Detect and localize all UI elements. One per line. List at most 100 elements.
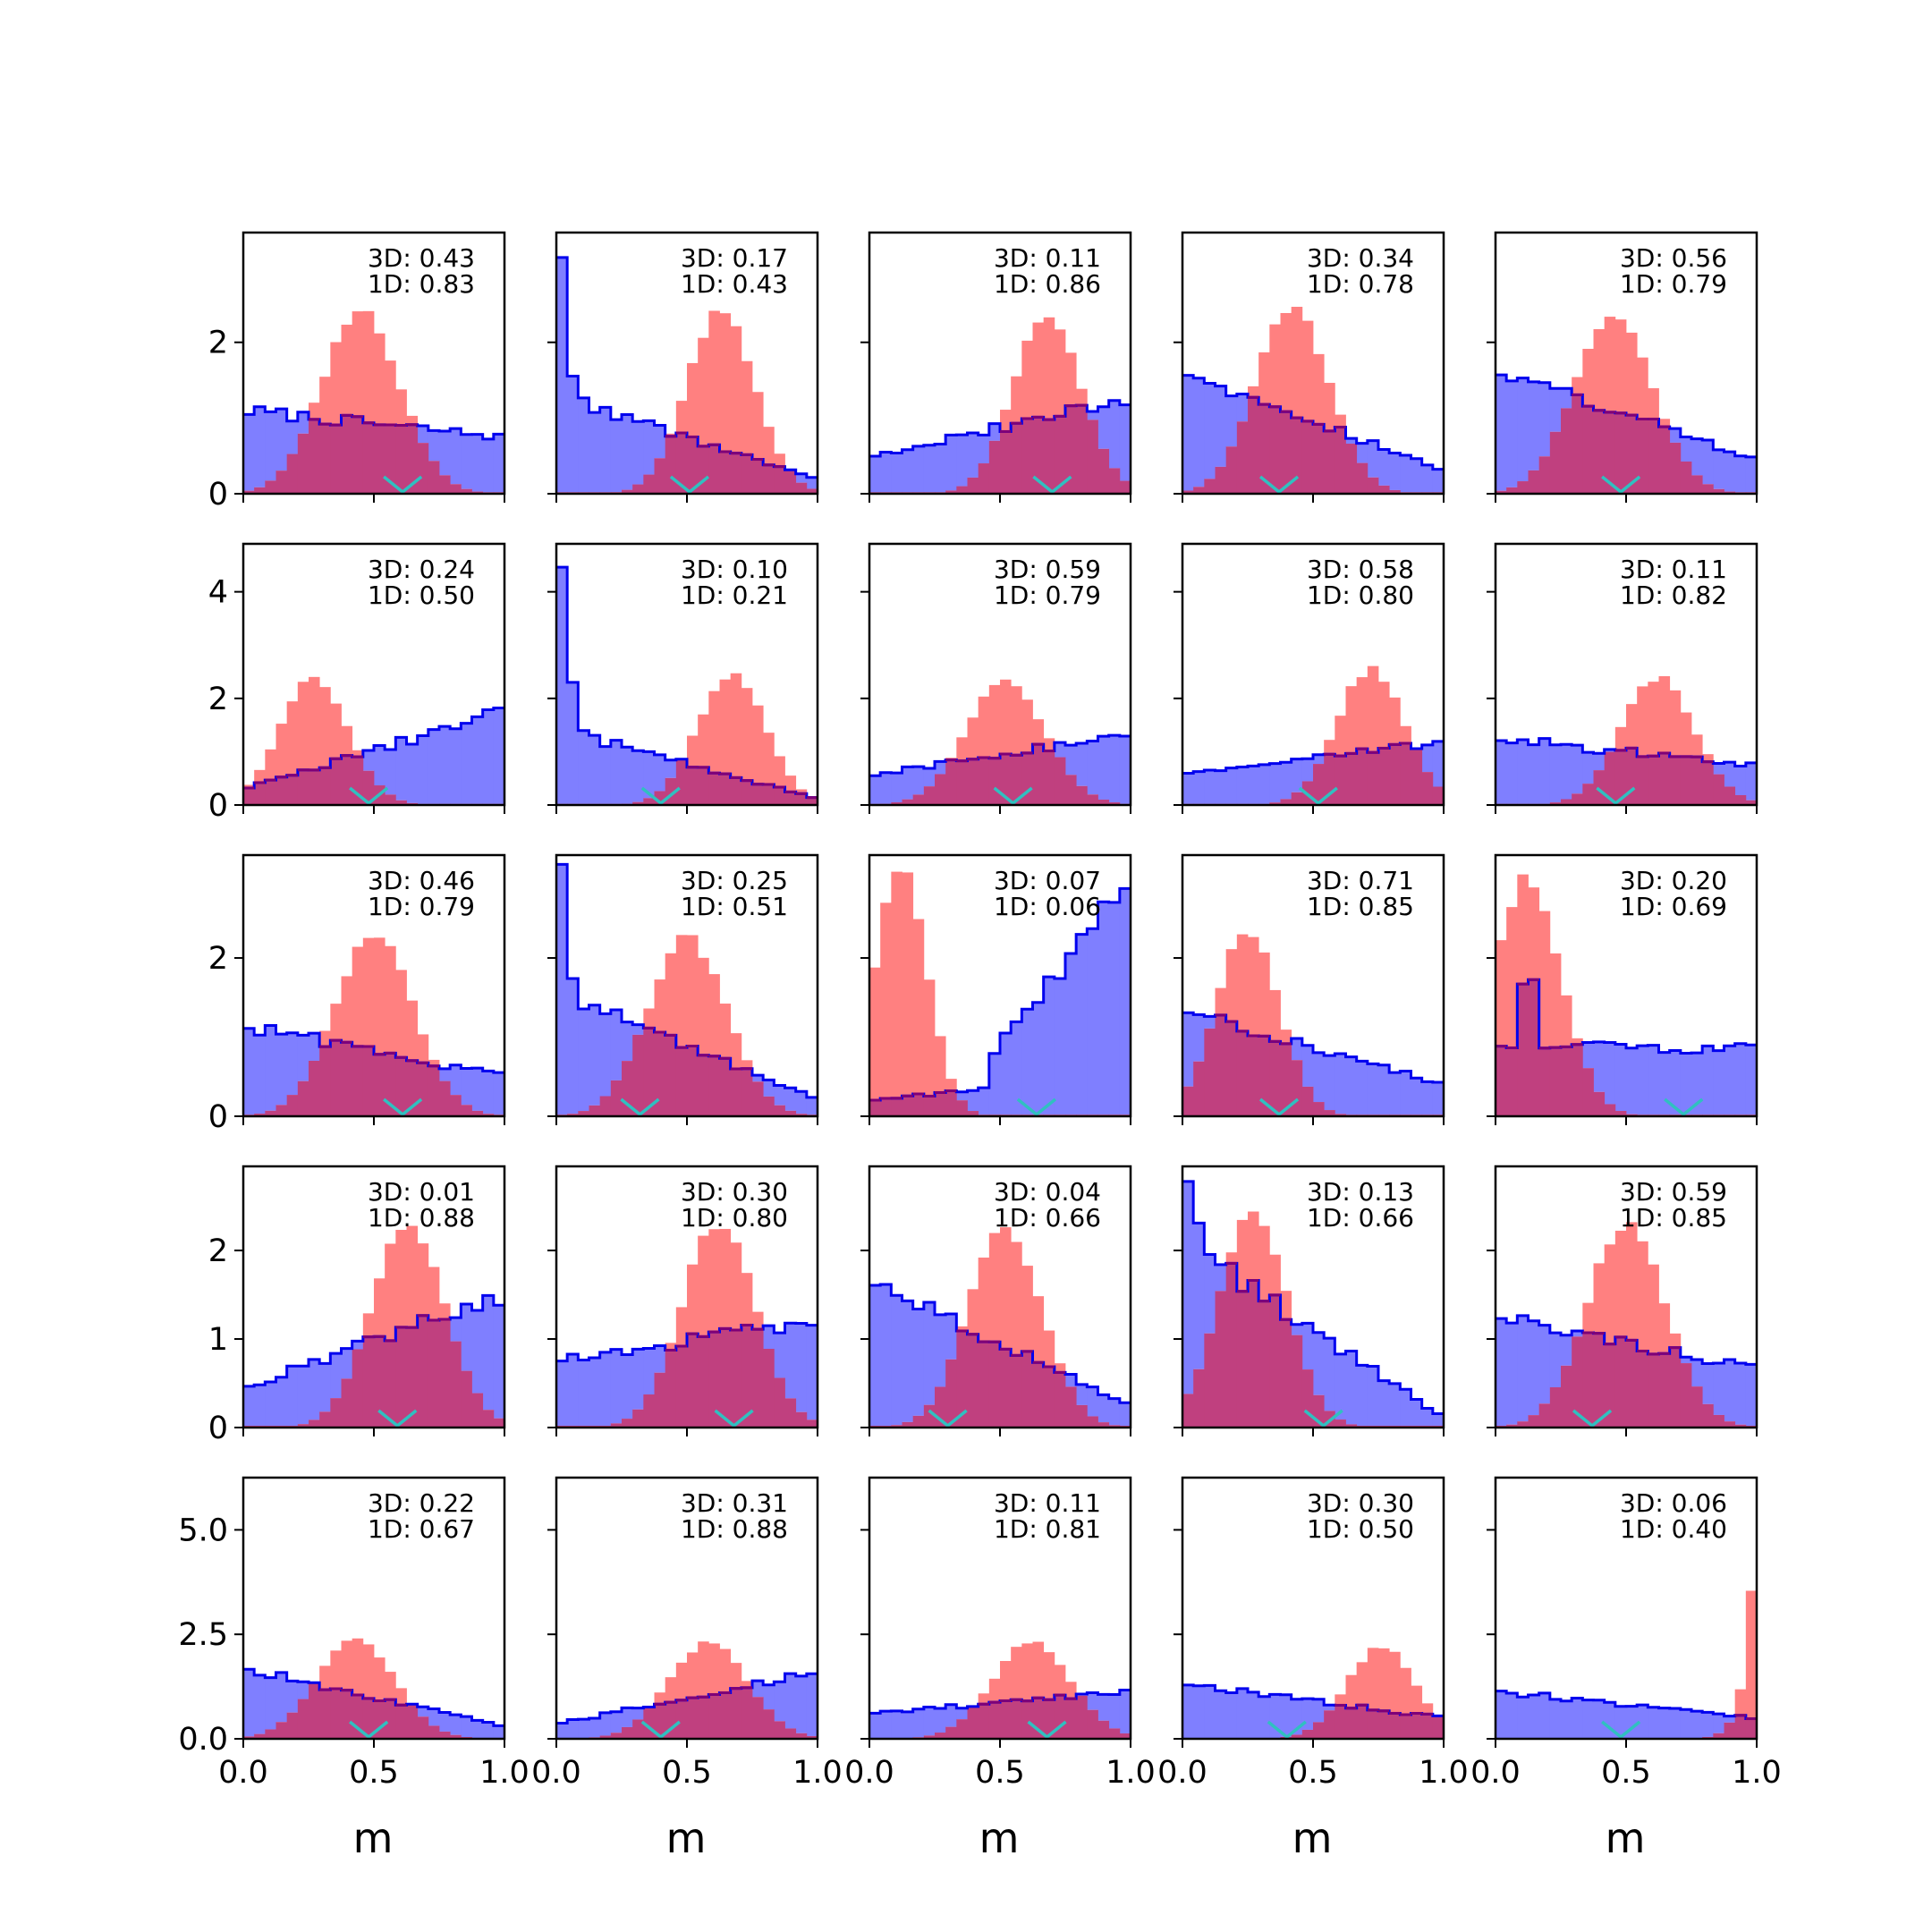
red-bar xyxy=(1356,677,1368,750)
overlap-bar xyxy=(330,425,342,494)
blue-bar xyxy=(265,1382,276,1427)
overlap-bar xyxy=(1108,802,1121,805)
blue-bar xyxy=(1637,1046,1648,1115)
blue-step-line xyxy=(243,1024,504,1074)
red-bar xyxy=(341,1640,353,1690)
blue-bar xyxy=(880,772,892,804)
value-marker xyxy=(1027,1720,1067,1740)
overlap-bar xyxy=(1324,430,1335,494)
red-bar xyxy=(967,717,979,759)
overlap-bar xyxy=(341,1690,353,1739)
x-tick-label: 0.0 xyxy=(844,1755,894,1791)
blue-bar xyxy=(956,1707,968,1720)
overlap-bar xyxy=(374,1054,386,1116)
blue-bar xyxy=(567,376,579,493)
overlap-bar xyxy=(1043,1367,1055,1428)
overlap-bar xyxy=(385,424,396,494)
x-tick-label: 0.5 xyxy=(1288,1755,1338,1791)
overlap-bar xyxy=(741,780,753,805)
red-bar xyxy=(719,313,732,452)
red-bar xyxy=(1225,1252,1238,1264)
overlap-bar xyxy=(675,1346,688,1428)
red-bar xyxy=(902,872,914,1097)
value-marker xyxy=(620,1097,660,1117)
blue-bar xyxy=(556,257,568,493)
blue-bar xyxy=(632,750,644,802)
blue-bar xyxy=(869,456,881,493)
overlap-bar xyxy=(1032,417,1045,494)
overlap-bar xyxy=(450,1341,462,1428)
overlap-bar xyxy=(1724,786,1736,805)
blue-bar xyxy=(1713,1714,1724,1733)
blue-bar xyxy=(806,1325,818,1420)
overlap-bar xyxy=(923,786,936,805)
overlap-bar xyxy=(741,1687,753,1739)
blue-bar xyxy=(1724,1046,1736,1115)
overlap-bar xyxy=(643,798,655,805)
overlap-bar xyxy=(362,1336,375,1428)
value-marker xyxy=(349,1720,389,1740)
overlap-bar xyxy=(1204,1028,1216,1116)
blue-bar xyxy=(461,723,472,804)
y-tick-label: 2 xyxy=(208,1233,228,1269)
blue-bar xyxy=(1076,1384,1088,1405)
overlap-bar xyxy=(1411,1713,1423,1739)
blue-bar xyxy=(1215,386,1227,467)
overlap-bar xyxy=(687,1698,699,1739)
overlap-bar xyxy=(1421,772,1434,805)
blue-bar xyxy=(471,1310,484,1394)
red-bar xyxy=(417,1243,429,1316)
overlap-bar xyxy=(967,1334,979,1428)
blue-bar xyxy=(1538,1692,1551,1739)
x-axis-label-col-1: m xyxy=(353,1814,394,1862)
blue-bar xyxy=(428,1708,440,1726)
red-bar xyxy=(1637,686,1648,757)
red-bar xyxy=(330,703,342,759)
y-tick-label: 1 xyxy=(208,1322,228,1358)
blue-bar xyxy=(309,1033,320,1061)
y-tick-label: 4 xyxy=(208,575,228,611)
blue-bar xyxy=(1291,1324,1303,1335)
overlap-bar xyxy=(1097,1720,1110,1739)
overlap-bar xyxy=(945,1090,957,1116)
red-bar xyxy=(1011,686,1022,756)
red-bar xyxy=(752,705,764,784)
red-bar xyxy=(352,946,364,1046)
overlap-bar xyxy=(1236,1030,1249,1116)
red-bar xyxy=(275,724,288,777)
overlap-bar xyxy=(1561,408,1572,494)
red-bar xyxy=(352,750,364,758)
red-bar xyxy=(1658,419,1671,428)
blue-bar xyxy=(450,1064,462,1096)
overlap-bar xyxy=(610,1423,623,1428)
blue-bar xyxy=(1400,1389,1411,1427)
blue-bar xyxy=(1561,744,1572,800)
blue-bar xyxy=(1248,1691,1259,1739)
overlap-bar xyxy=(774,1721,785,1739)
blue-bar xyxy=(945,435,957,491)
blue-bar xyxy=(1528,744,1540,804)
overlap-bar xyxy=(1604,751,1616,805)
red-bar xyxy=(1378,682,1390,749)
label-3d: 3D: 0.43 xyxy=(368,243,475,273)
overlap-bar xyxy=(1065,405,1077,494)
overlap-bar xyxy=(610,1733,623,1739)
red-bar xyxy=(708,1229,720,1333)
blue-step-line xyxy=(1496,1690,1757,1721)
label-3d: 3D: 0.24 xyxy=(368,555,475,584)
blue-bar xyxy=(1065,745,1077,775)
red-bar xyxy=(719,679,732,775)
red-bar xyxy=(730,673,742,778)
blue-bar xyxy=(493,708,505,804)
overlap-bar xyxy=(1108,1728,1121,1739)
red-bar xyxy=(1745,1590,1758,1719)
y-tick-label: 0.0 xyxy=(178,1722,228,1758)
label-3d: 3D: 0.25 xyxy=(681,866,788,895)
label-3d: 3D: 0.22 xyxy=(368,1488,475,1518)
overlap-bar xyxy=(935,774,946,805)
overlap-bar xyxy=(784,1398,797,1428)
blue-bar xyxy=(471,434,484,492)
blue-bar xyxy=(482,438,495,493)
overlap-bar xyxy=(1065,1699,1077,1739)
